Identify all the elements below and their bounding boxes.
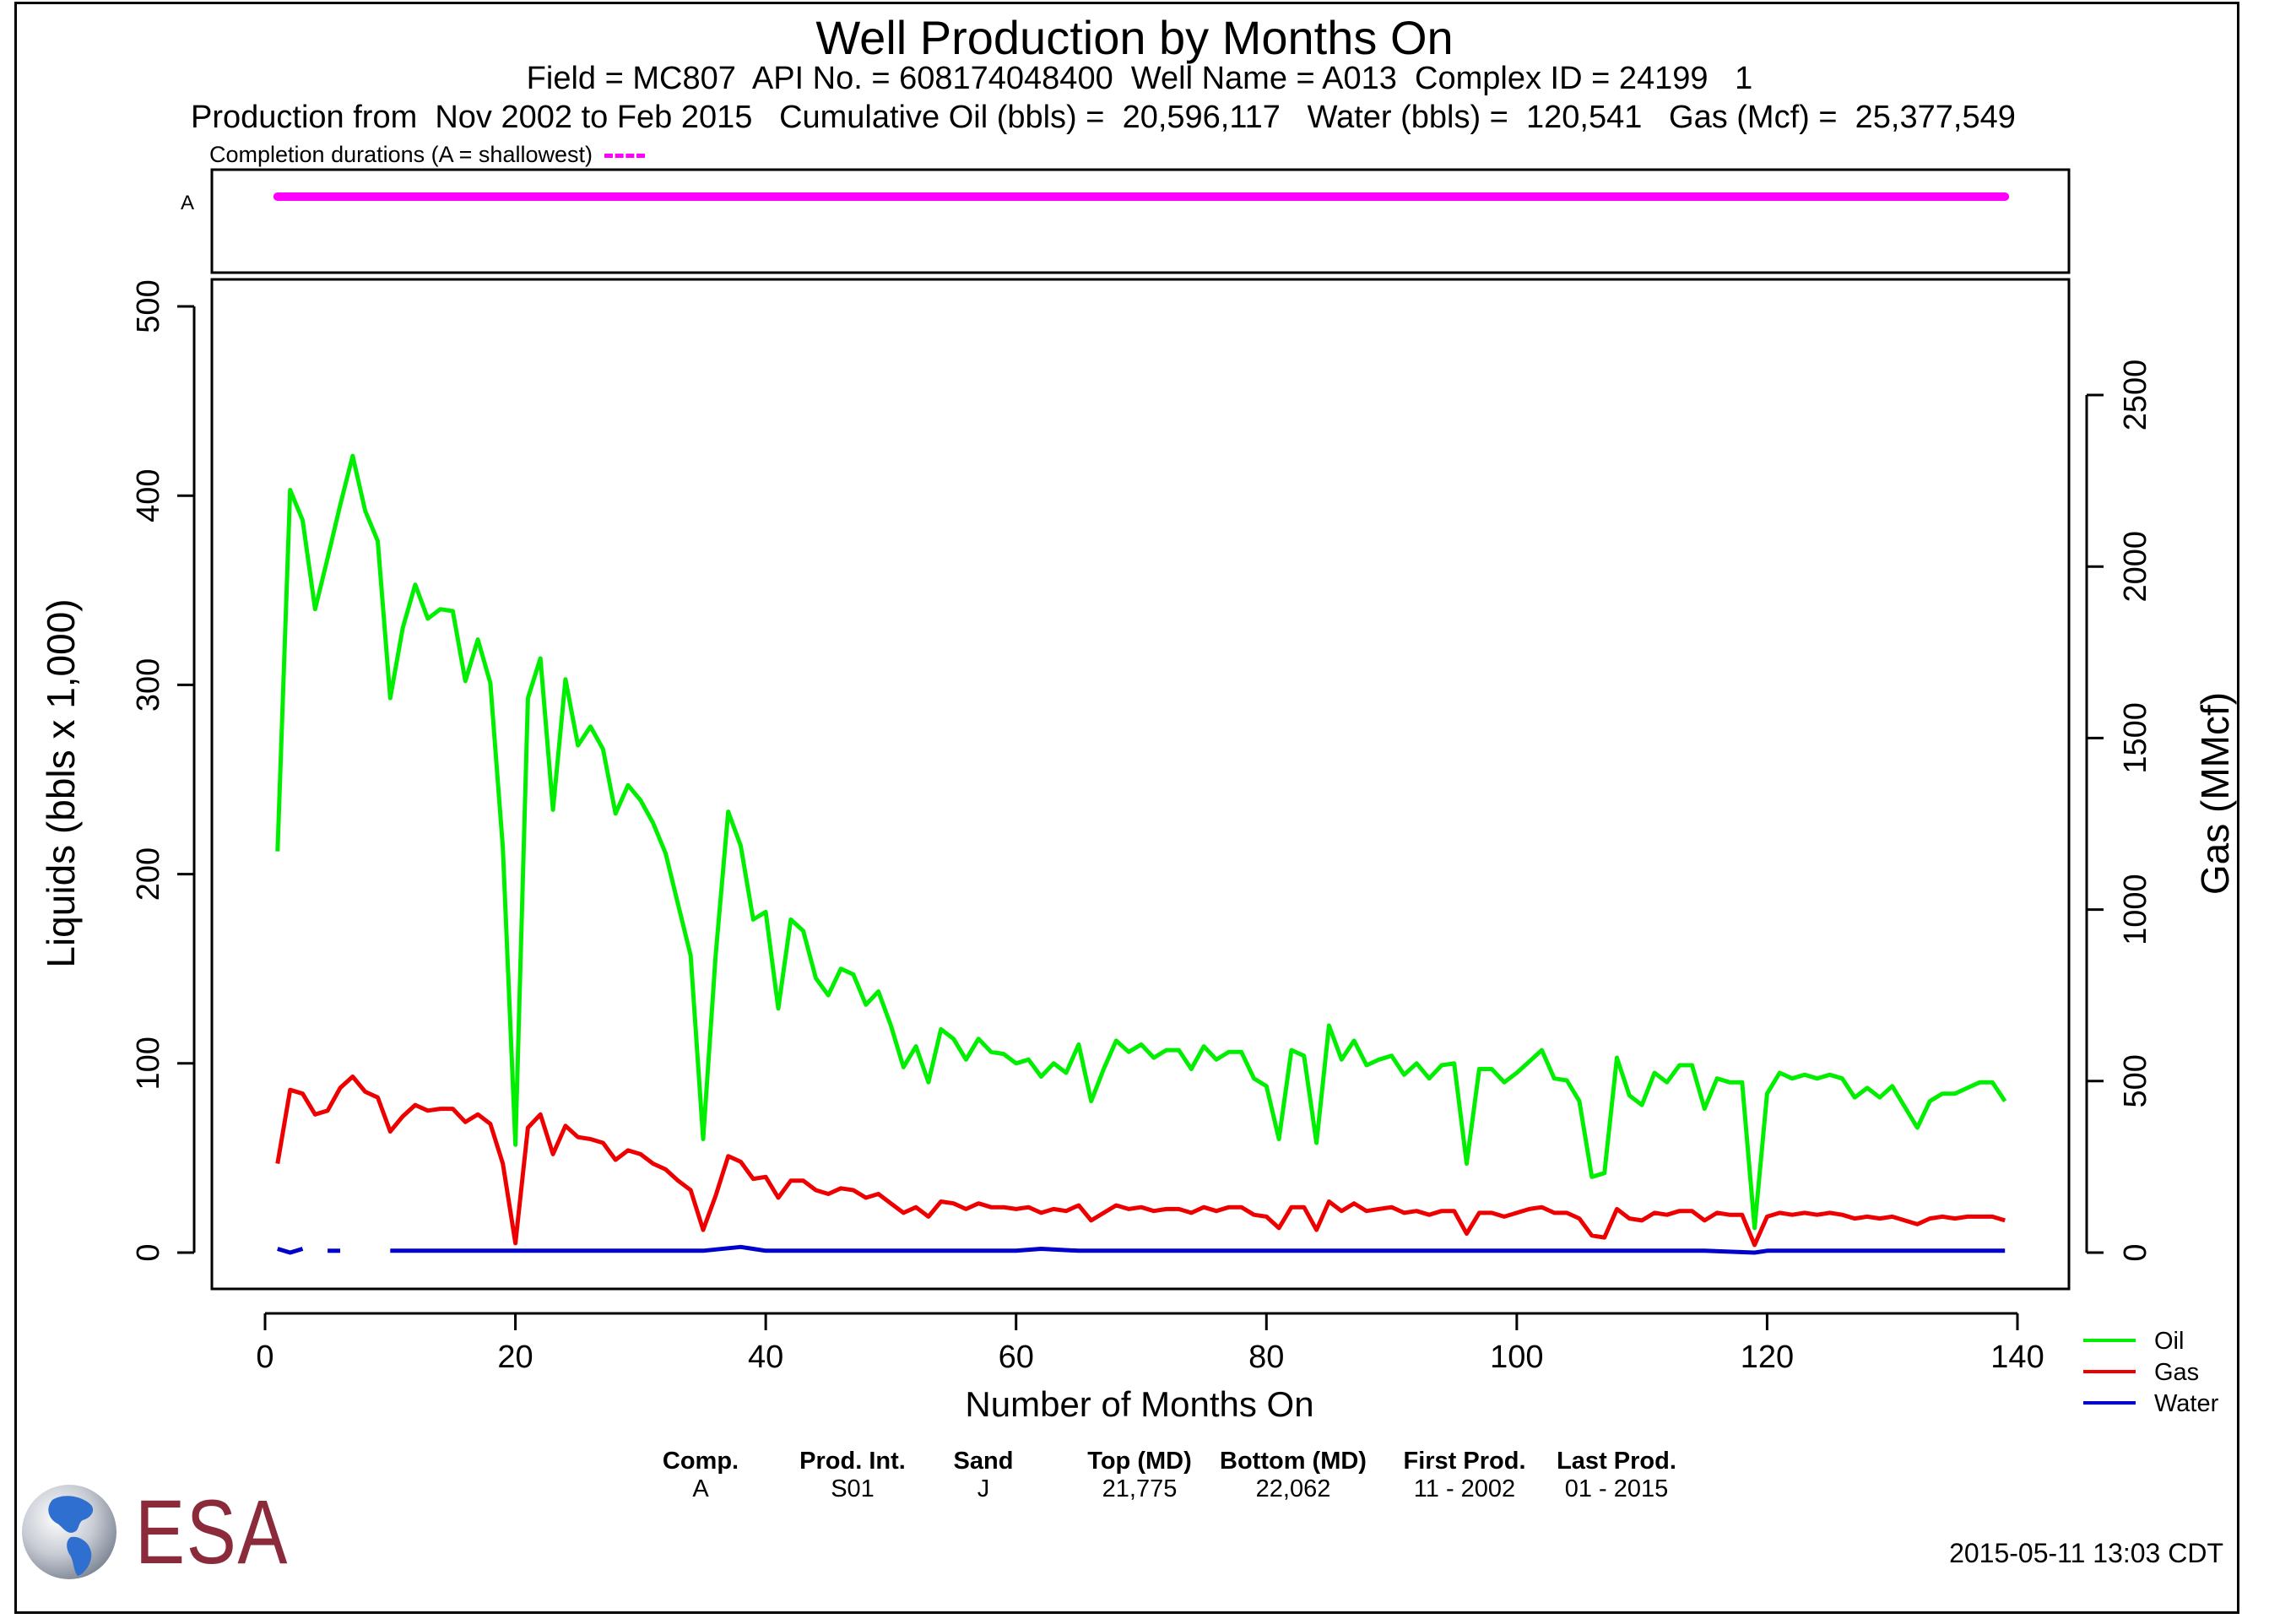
chart-title: Well Production by Months On (815, 11, 1454, 64)
completion-table-col-bottom: Bottom (MD) 22,062 (1209, 1448, 1378, 1503)
x-tick-label: 120 (1741, 1340, 1794, 1375)
completion-durations-label: Completion durations (A = shallowest) (209, 142, 645, 168)
company-logo-text: ESA (135, 1481, 290, 1583)
x-tick-label: 20 (497, 1340, 533, 1375)
legend-label-gas: Gas (2154, 1359, 2199, 1386)
y-axis-right: 0 500 1000 1500 2000 2500 (2085, 360, 2153, 1262)
completion-panel-box (210, 168, 2071, 274)
y-left-tick-label: 0 (131, 1243, 166, 1261)
x-tick-label: 0 (256, 1340, 273, 1375)
series-line-gas (275, 1075, 2006, 1248)
completion-table-col-comp: Comp. A (650, 1448, 751, 1503)
y-right-tick-label: 500 (2118, 1054, 2153, 1107)
x-tick-label: 40 (748, 1340, 783, 1375)
completion-table-col-prod-int: Prod. Int. S01 (789, 1448, 916, 1503)
table-header: Prod. Int. (799, 1448, 906, 1475)
table-header: Last Prod. (1557, 1448, 1676, 1475)
y-right-tick-label: 2500 (2118, 360, 2153, 431)
legend-label-oil: Oil (2154, 1328, 2184, 1355)
y-left-tick-label: 400 (131, 468, 166, 522)
y-right-tick-label: 0 (2118, 1243, 2153, 1261)
x-axis-label: Number of Months On (965, 1384, 1313, 1424)
y-axis-left: 0 100 200 300 400 500 (131, 279, 196, 1262)
chart-subtitle-production: Production from Nov 2002 to Feb 2015 Cum… (191, 100, 2016, 135)
x-tick-label: 100 (1490, 1340, 1543, 1375)
table-header: Comp. (662, 1448, 739, 1475)
x-axis: 0 20 40 60 80 100 120 140 (256, 1312, 2044, 1375)
figure-frame (14, 2, 2239, 1614)
completion-table-col-last-prod: Last Prod. 01 - 2015 (1545, 1448, 1688, 1503)
completion-durations-text: Completion durations (A = shallowest) (209, 142, 593, 167)
y-right-tick-label: 1500 (2118, 702, 2153, 774)
table-cell: 11 - 2002 (1413, 1475, 1516, 1502)
y-left-tick-label: 500 (131, 279, 166, 333)
y-axis-right-label: Gas (MMcf) (2193, 692, 2237, 895)
table-cell: S01 (831, 1475, 875, 1502)
table-cell: A (692, 1475, 709, 1502)
y-right-tick-label: 2000 (2118, 531, 2153, 603)
series-layer (275, 453, 2007, 1255)
y-left-tick-label: 100 (131, 1037, 166, 1090)
x-tick-label: 80 (1248, 1340, 1284, 1375)
table-cell: 21,775 (1102, 1475, 1178, 1502)
table-header: Bottom (MD) (1220, 1448, 1367, 1475)
legend: Oil Gas Water (2083, 1328, 2219, 1417)
completion-table-col-sand: Sand J (937, 1448, 1030, 1503)
table-header: Top (MD) (1087, 1448, 1192, 1475)
table-header: Sand (953, 1448, 1014, 1475)
completion-row-label: A (181, 192, 194, 214)
y-left-tick-label: 200 (131, 847, 166, 901)
x-tick-label: 140 (1990, 1340, 2044, 1375)
table-cell: 01 - 2015 (1564, 1475, 1669, 1502)
y-right-tick-label: 1000 (2118, 874, 2153, 945)
table-header: First Prod. (1403, 1448, 1526, 1475)
completion-table-col-top: Top (MD) 21,775 (1072, 1448, 1207, 1503)
table-cell: 22,062 (1255, 1475, 1331, 1502)
plot-area (210, 278, 2071, 1291)
chart-subtitle-well-info: Field = MC807 API No. = 608174048400 Wel… (526, 61, 1753, 96)
table-cell: J (977, 1475, 990, 1502)
x-tick-label: 60 (999, 1340, 1034, 1375)
timestamp: 2015-05-11 13:03 CDT (1949, 1538, 2223, 1568)
y-left-tick-label: 300 (131, 658, 166, 712)
series-line-water (277, 1247, 304, 1255)
completion-table-col-first-prod: First Prod. 11 - 2002 (1389, 1448, 1541, 1503)
completion-durations-swatch (604, 154, 645, 159)
legend-label-water: Water (2154, 1390, 2219, 1417)
y-axis-left-label: Liquids (bbls x 1,000) (39, 598, 83, 967)
series-line-water (390, 1244, 2006, 1255)
series-line-oil (275, 453, 2007, 1231)
globe-icon (22, 1485, 116, 1579)
